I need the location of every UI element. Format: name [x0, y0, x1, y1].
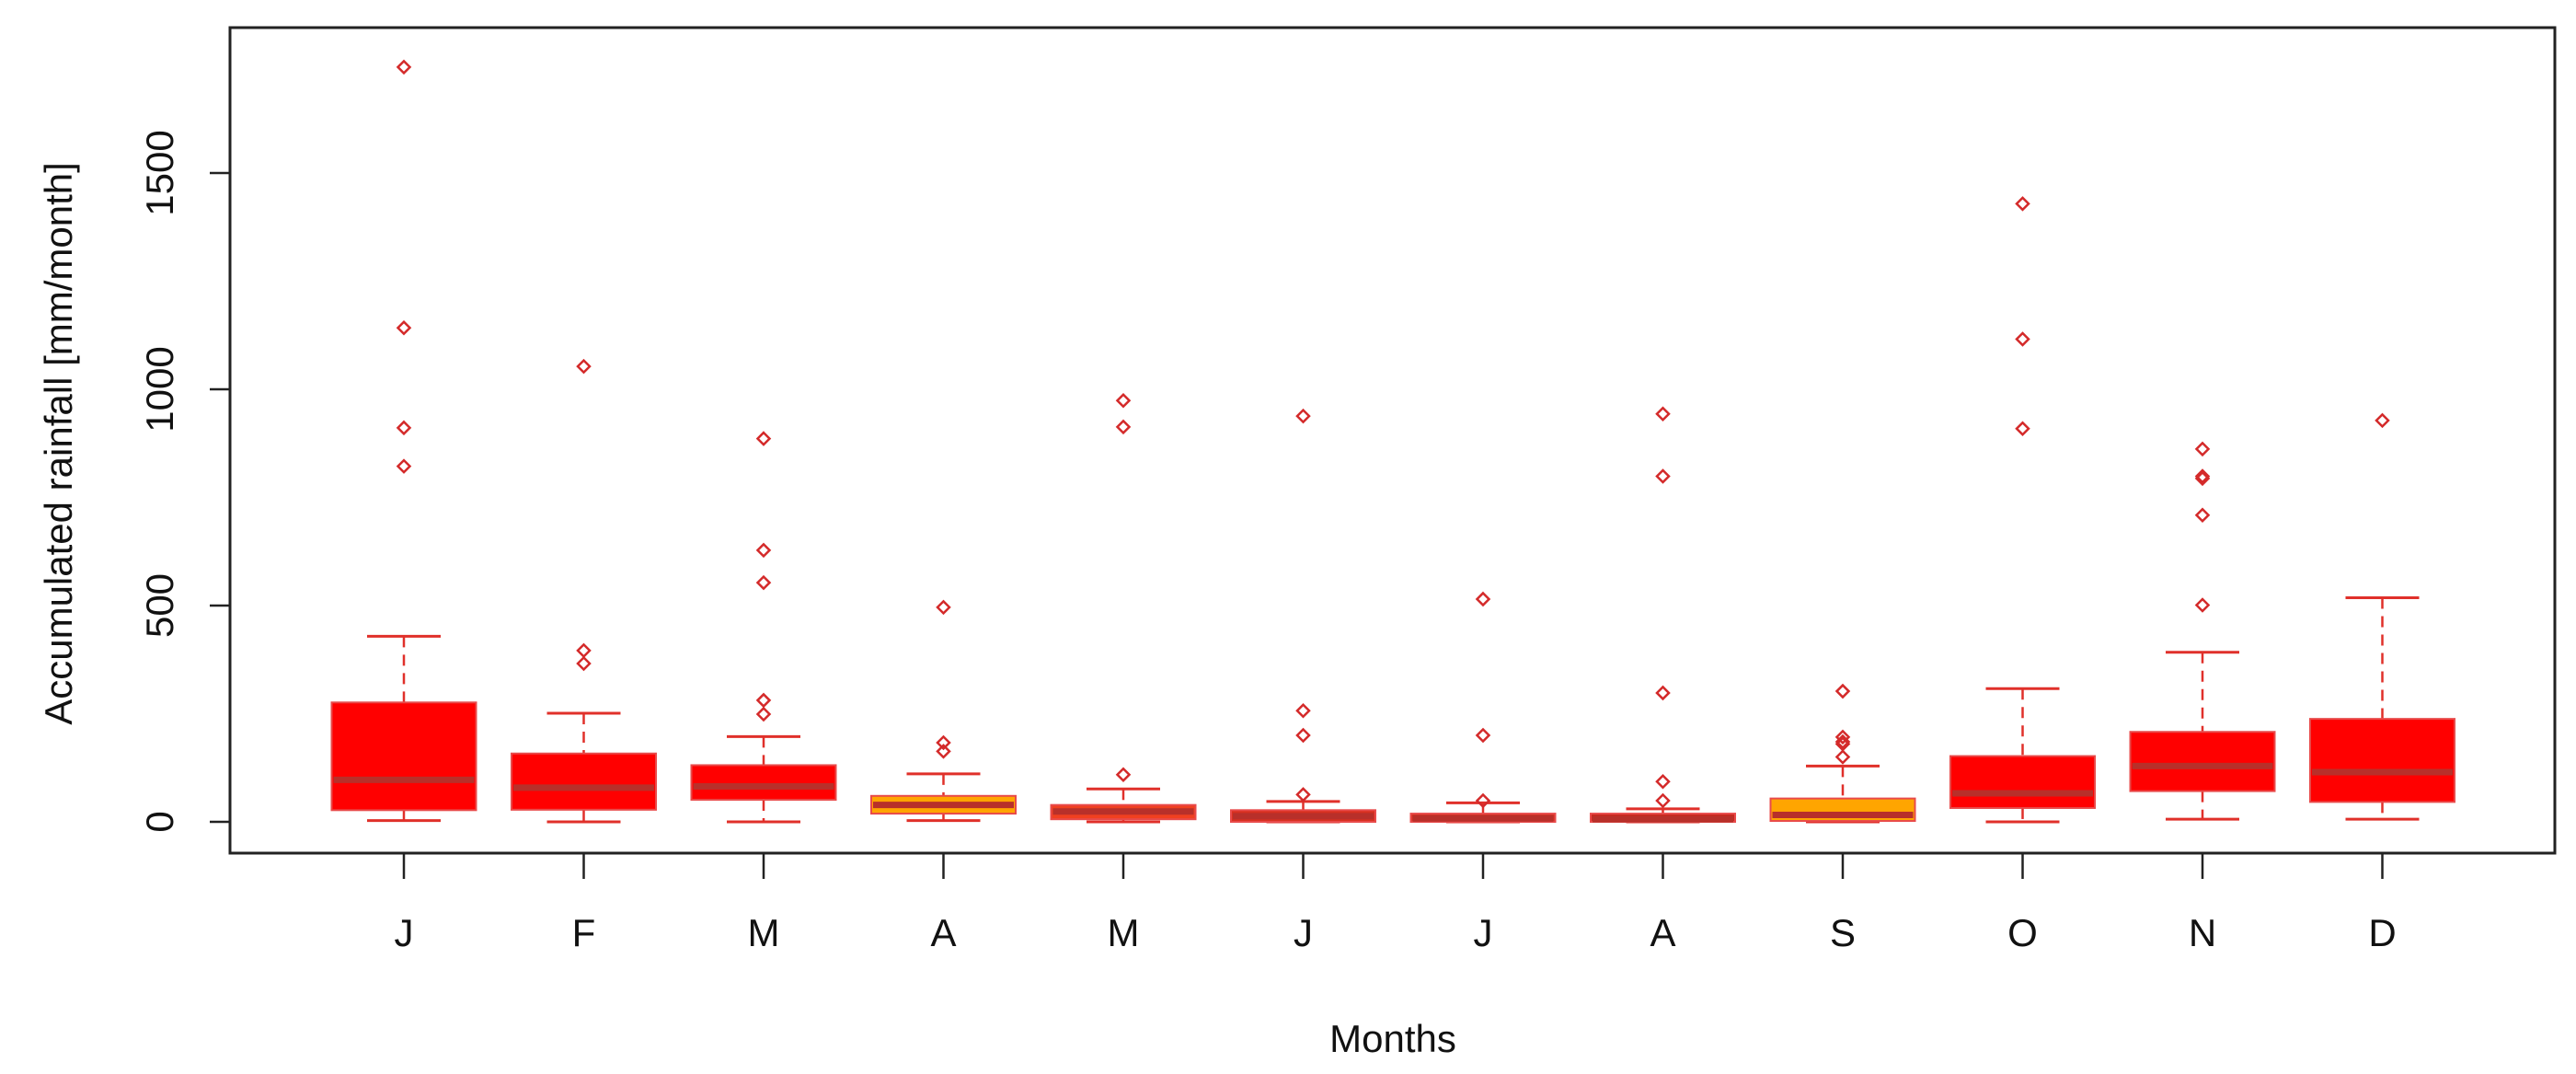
outlier-point — [1475, 727, 1491, 744]
x-tick-label: F — [572, 911, 596, 954]
outlier-point — [2194, 597, 2211, 613]
outlier-point — [1834, 733, 1851, 750]
box-group-1 — [330, 59, 477, 823]
x-tick-label: S — [1830, 911, 1856, 954]
outlier-point — [936, 734, 951, 751]
outlier-point — [396, 458, 412, 474]
box-group-4 — [870, 599, 1017, 823]
y-tick-label: 1000 — [138, 346, 181, 432]
outlier-point — [1655, 792, 1671, 809]
outlier-point — [2194, 470, 2211, 487]
y-tick-label: 1500 — [138, 130, 181, 215]
outlier-point — [1475, 792, 1491, 809]
outlier-point — [2375, 412, 2390, 429]
x-tick-label: J — [395, 911, 414, 954]
outlier-point — [576, 642, 592, 659]
outlier-point — [755, 431, 772, 446]
iqr-box — [330, 701, 477, 812]
box-group-2 — [511, 358, 657, 824]
outlier-point — [1834, 683, 1851, 699]
outlier-point — [2015, 196, 2030, 212]
outlier-point — [1475, 591, 1491, 607]
outlier-point — [1834, 749, 1851, 765]
outlier-point — [1295, 727, 1311, 744]
box-group-7 — [1409, 591, 1557, 824]
outlier-point — [2194, 468, 2211, 484]
box-group-11 — [2129, 441, 2276, 821]
y-axis: 0 500 1000 1500 — [138, 130, 232, 833]
outlier-point — [1115, 419, 1132, 435]
iqr-box — [511, 752, 657, 811]
chart-marks — [330, 59, 2455, 824]
outlier-point — [396, 420, 412, 436]
box-group-12 — [2309, 412, 2455, 821]
outlier-point — [1655, 406, 1671, 422]
y-tick-label: 0 — [138, 811, 181, 832]
outlier-point — [1834, 729, 1851, 745]
y-axis-title: Accumulated rainfall [mm/month] — [37, 162, 80, 725]
outlier-point — [1115, 392, 1132, 409]
outlier-point — [1115, 767, 1132, 783]
x-tick-label: M — [1108, 911, 1140, 954]
x-tick-label: M — [748, 911, 780, 954]
outlier-point — [755, 692, 772, 709]
outlier-point — [1655, 685, 1671, 701]
x-tick-label: J — [1474, 911, 1493, 954]
box-group-8 — [1590, 406, 1736, 824]
outlier-point — [576, 655, 592, 672]
box-group-9 — [1769, 683, 1916, 824]
x-tick-label: A — [930, 911, 956, 954]
box-group-6 — [1230, 408, 1376, 824]
box-group-3 — [690, 431, 837, 824]
outlier-point — [1295, 408, 1311, 424]
outlier-point — [396, 319, 412, 336]
plot-frame — [228, 26, 2557, 855]
x-tick-label: J — [1294, 911, 1313, 954]
x-tick-label: N — [2189, 911, 2216, 954]
outlier-point — [755, 706, 772, 722]
x-tick-label: D — [2368, 911, 2396, 954]
outlier-point — [1295, 787, 1311, 803]
iqr-box — [690, 764, 837, 802]
box-group-10 — [1949, 196, 2096, 824]
iqr-box — [2309, 718, 2455, 803]
outlier-point — [2015, 331, 2030, 347]
outlier-point — [936, 599, 951, 616]
outlier-point — [396, 59, 412, 75]
iqr-box — [1949, 755, 2096, 809]
outlier-point — [1655, 774, 1671, 790]
outlier-point — [755, 574, 772, 591]
x-axis-title: Months — [1329, 1017, 1456, 1060]
box-group-5 — [1050, 392, 1197, 824]
outlier-point — [1655, 468, 1671, 484]
outlier-point — [936, 744, 951, 759]
x-tick-label: O — [2007, 911, 2038, 954]
outlier-point — [576, 358, 592, 375]
outlier-point — [2194, 507, 2211, 524]
x-tick-label: A — [1650, 911, 1675, 954]
outlier-point — [2194, 441, 2211, 457]
iqr-box — [2129, 731, 2276, 792]
outlier-point — [2015, 421, 2030, 437]
outlier-point — [755, 542, 772, 559]
outlier-point — [1295, 702, 1311, 719]
y-tick-label: 500 — [138, 573, 181, 638]
